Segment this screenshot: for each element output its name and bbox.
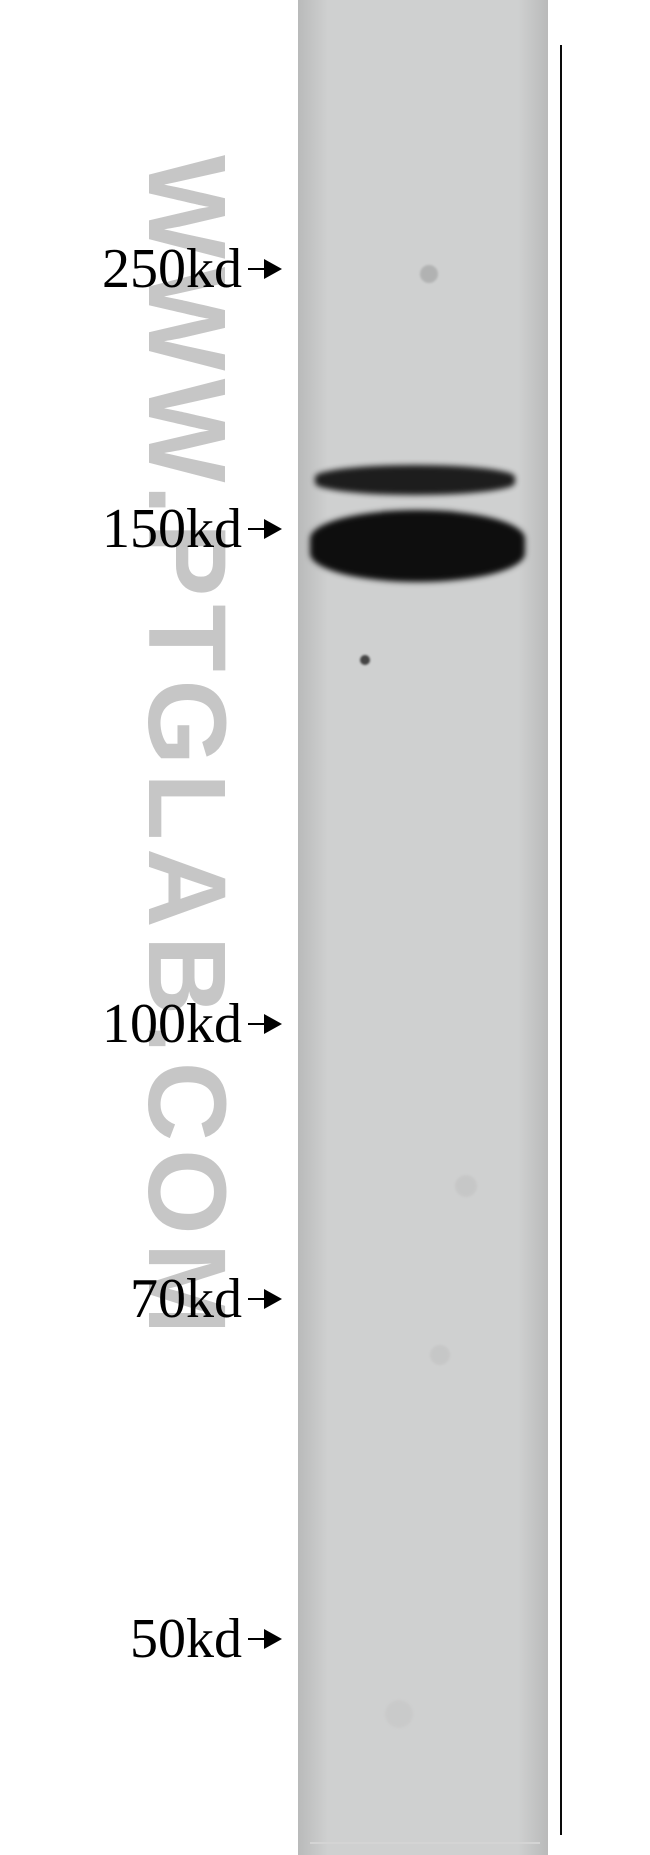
marker-50kd: 50kd [130,1607,280,1671]
arrow-icon [248,1023,280,1025]
marker-label: 50kd [130,1607,248,1671]
blot-speck-3 [430,1345,450,1365]
blot-speck-0 [360,655,370,665]
blot-band-1 [310,510,525,582]
marker-250kd: 250kd [102,237,280,301]
arrow-icon [248,528,280,530]
marker-70kd: 70kd [130,1267,280,1331]
arrow-icon [248,1638,280,1640]
arrow-icon [248,268,280,270]
blot-lane [298,0,548,1855]
blot-speck-2 [455,1175,477,1197]
lane-right-border [560,45,562,1835]
arrow-icon [248,1298,280,1300]
marker-100kd: 100kd [102,992,280,1056]
blot-speck-1 [420,265,438,283]
marker-label: 100kd [102,992,248,1056]
marker-150kd: 150kd [102,497,280,561]
marker-label: 250kd [102,237,248,301]
marker-label: 70kd [130,1267,248,1331]
marker-labels-column: 250kd 150kd 100kd 70kd 50kd [0,0,280,1855]
marker-label: 150kd [102,497,248,561]
lane-bottom-line [310,1842,540,1844]
blot-speck-4 [385,1700,413,1728]
western-blot-figure: WWW.PTGLAB.COM 250kd 150kd 100kd 70kd 50… [0,0,650,1855]
blot-band-0 [315,465,515,495]
